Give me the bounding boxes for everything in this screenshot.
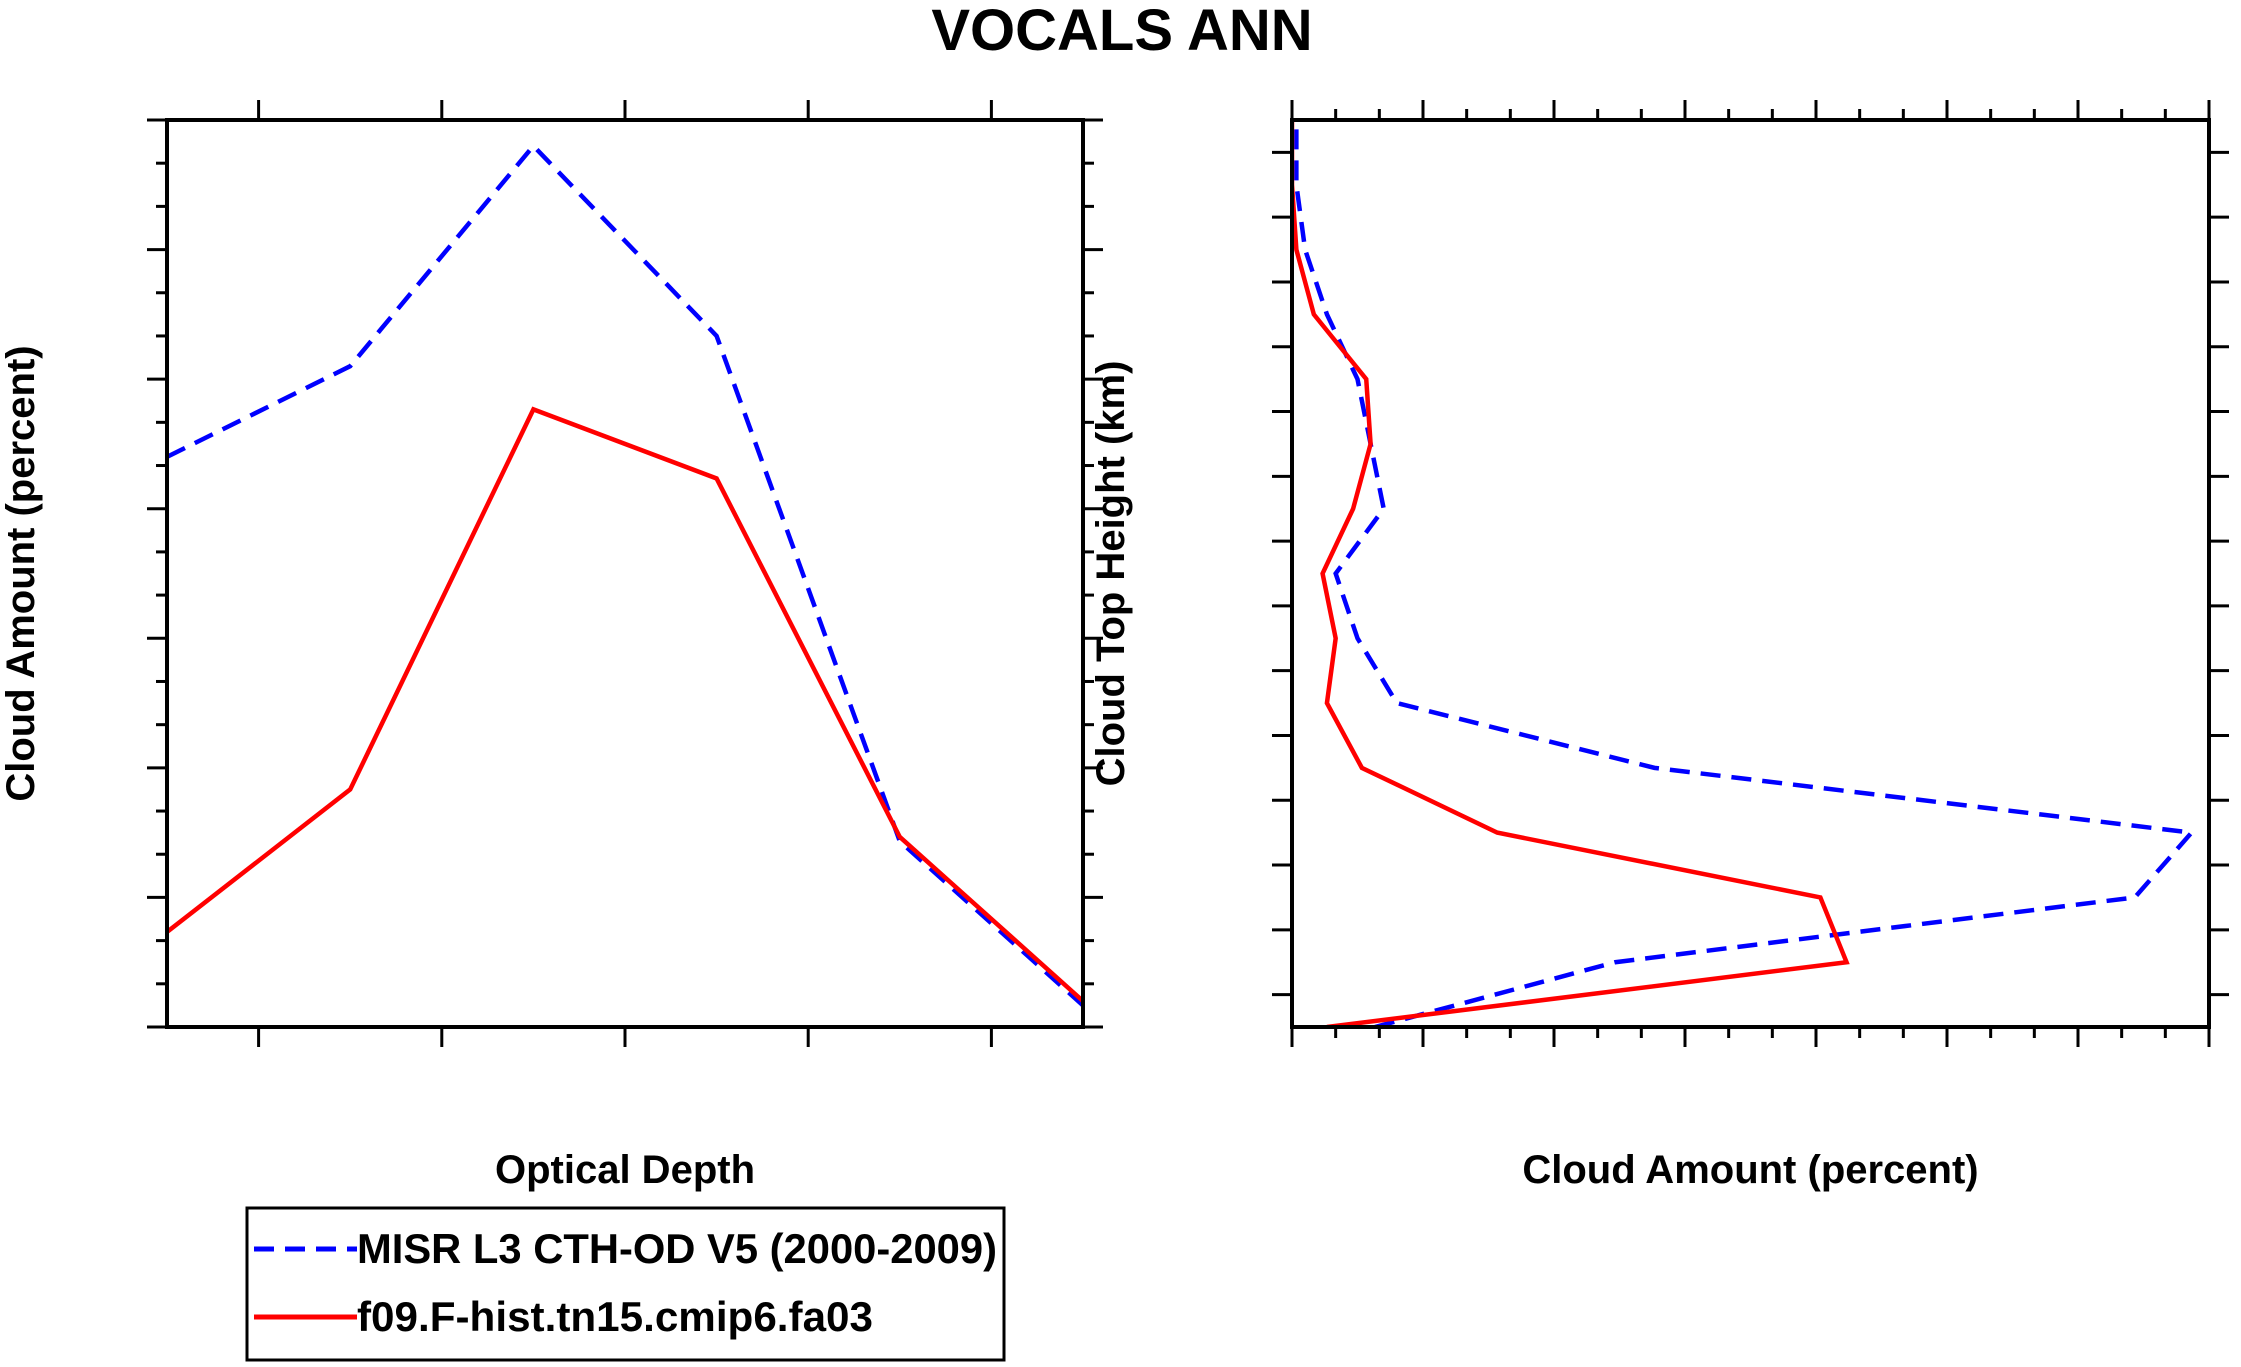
plot-frame — [1290, 118, 2211, 1029]
plot-frame — [165, 118, 1085, 1029]
right-panel-cloud-top-height: Cloud Amount (percent) Cloud Top Height (… — [1089, 100, 2229, 1192]
series-line-misr — [1294, 120, 2197, 1027]
x-axis-title: Cloud Amount (percent) — [1522, 1148, 1978, 1192]
series-line-model — [1292, 120, 1850, 1027]
series-line-model — [167, 406, 1083, 1003]
legend-box — [245, 1206, 1006, 1362]
y-axis-title: Cloud Top Height (km) — [1089, 361, 1133, 787]
legend: MISR L3 CTH-OD V5 (2000-2009) f09.F-hist… — [245, 1206, 1006, 1362]
y-axis-title: Cloud Amount (percent) — [0, 345, 43, 801]
legend-label-model: f09.F-hist.tn15.cmip6.fa03 — [357, 1293, 873, 1340]
x-axis-title: Optical Depth — [495, 1148, 755, 1192]
left-panel-optical-depth: Optical Depth Cloud Amount (percent) — [0, 100, 1103, 1192]
legend-label-misr: MISR L3 CTH-OD V5 (2000-2009) — [357, 1225, 997, 1272]
chart-title: VOCALS ANN — [931, 0, 1312, 63]
series-line-misr — [167, 142, 1083, 1008]
